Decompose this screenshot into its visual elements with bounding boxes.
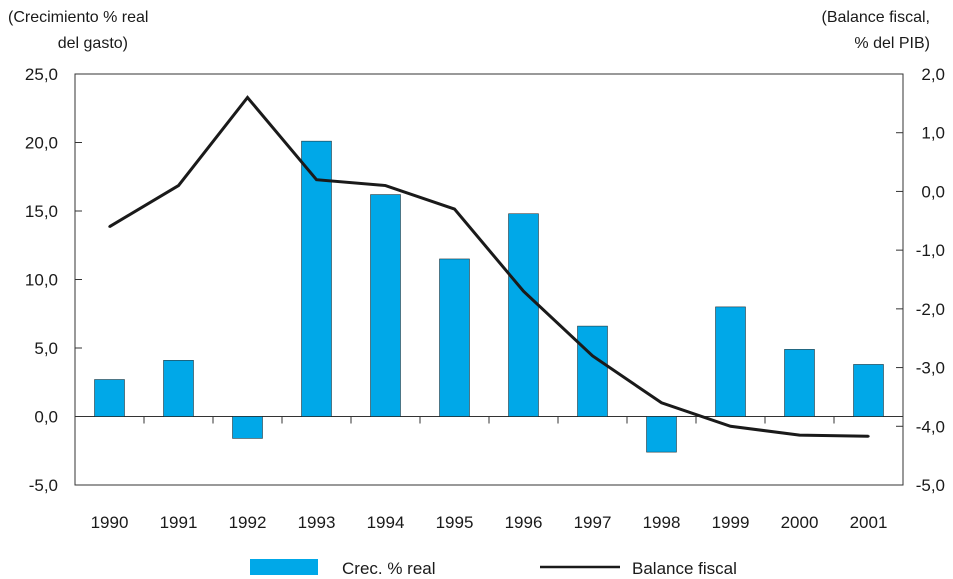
- right-axis-title-line-1: (Balance fiscal,: [822, 9, 931, 26]
- bar-series: [94, 140, 884, 453]
- left-y-tick-label: 10,0: [25, 271, 58, 290]
- bar-1995: [439, 258, 470, 417]
- left-axis-title-line-2: del gasto): [58, 35, 128, 52]
- bar-1993: [301, 140, 332, 417]
- x-tick-label: 2000: [781, 513, 819, 532]
- x-tick-label: 1992: [229, 513, 267, 532]
- line-series: [108, 95, 870, 438]
- right-y-tick-label: -5,0: [916, 476, 945, 495]
- x-tick-label: 1994: [367, 513, 405, 532]
- bar-1994: [370, 194, 401, 417]
- line-point-1990: [108, 225, 111, 228]
- legend: Crec. % real Balance fiscal: [250, 559, 737, 578]
- bar-1996: [508, 213, 539, 417]
- line-point-1993: [315, 178, 318, 181]
- left-axis-title-line-1: (Crecimiento % real: [8, 9, 148, 26]
- line-point-1998: [660, 401, 663, 404]
- bar-2001: [853, 364, 884, 417]
- right-y-tick-label: 0,0: [921, 182, 945, 201]
- x-tick-label: 1993: [298, 513, 336, 532]
- bar-1998: [646, 416, 677, 453]
- right-y-tick-label: -2,0: [916, 300, 945, 319]
- x-tick-label: 1999: [712, 513, 750, 532]
- line-point-1991: [177, 184, 180, 187]
- line-point-1994: [384, 184, 387, 187]
- left-y-tick-label: 20,0: [25, 134, 58, 153]
- bar-1990: [94, 379, 125, 417]
- line-point-2000: [798, 433, 801, 437]
- bar-1992: [232, 416, 263, 439]
- x-tick-label: 1996: [505, 513, 543, 532]
- line-point-1995: [453, 207, 456, 211]
- axes-group: (Crecimiento % real del gasto) (Balance …: [8, 9, 931, 486]
- left-y-tick-label: 5,0: [34, 339, 58, 358]
- line-point-1992: [246, 96, 249, 99]
- right-y-tick-label: 2,0: [921, 65, 945, 84]
- x-tick-label: 1998: [643, 513, 681, 532]
- line-point-1996: [522, 290, 525, 293]
- y-tick-labels: 25,0 20,0 15,0 10,0 5,0 0,0 -5,0 2,0 1,0 0,0 -1,0 -…: [25, 65, 945, 495]
- balance-fiscal-line: [108, 95, 869, 438]
- right-y-tick-label: -4,0: [916, 417, 945, 436]
- bar-1997: [577, 325, 608, 417]
- left-y-tick-label: 15,0: [25, 202, 58, 221]
- x-tick-label: 1995: [436, 513, 474, 532]
- left-y-tick-label: 25,0: [25, 65, 58, 84]
- left-y-tick-label: -5,0: [29, 476, 58, 495]
- x-tick-label: 2001: [850, 513, 888, 532]
- right-axis-title-line-2: % del PIB): [854, 35, 930, 52]
- x-tick-labels: 1990 1991 1992 1993 1994 1995 1996 1997 1998 1999…: [91, 513, 888, 532]
- line-point-2001: [867, 435, 870, 438]
- bar-1991: [163, 360, 194, 417]
- bar-1999: [715, 306, 746, 417]
- line-point-1997: [591, 354, 594, 358]
- line-point-1999: [729, 425, 732, 428]
- right-y-tick-label: -1,0: [916, 241, 945, 260]
- legend-bar-label: Crec. % real: [342, 559, 436, 578]
- x-tick-label: 1991: [160, 513, 198, 532]
- x-tick-label: 1990: [91, 513, 129, 532]
- right-y-tick-label: -3,0: [916, 359, 945, 378]
- x-tick-label: 1997: [574, 513, 612, 532]
- legend-bar-swatch: [250, 559, 318, 575]
- left-y-tick-label: 0,0: [34, 408, 58, 427]
- legend-line-label: Balance fiscal: [632, 559, 737, 578]
- bar-2000: [784, 349, 815, 417]
- right-y-tick-label: 1,0: [921, 124, 945, 143]
